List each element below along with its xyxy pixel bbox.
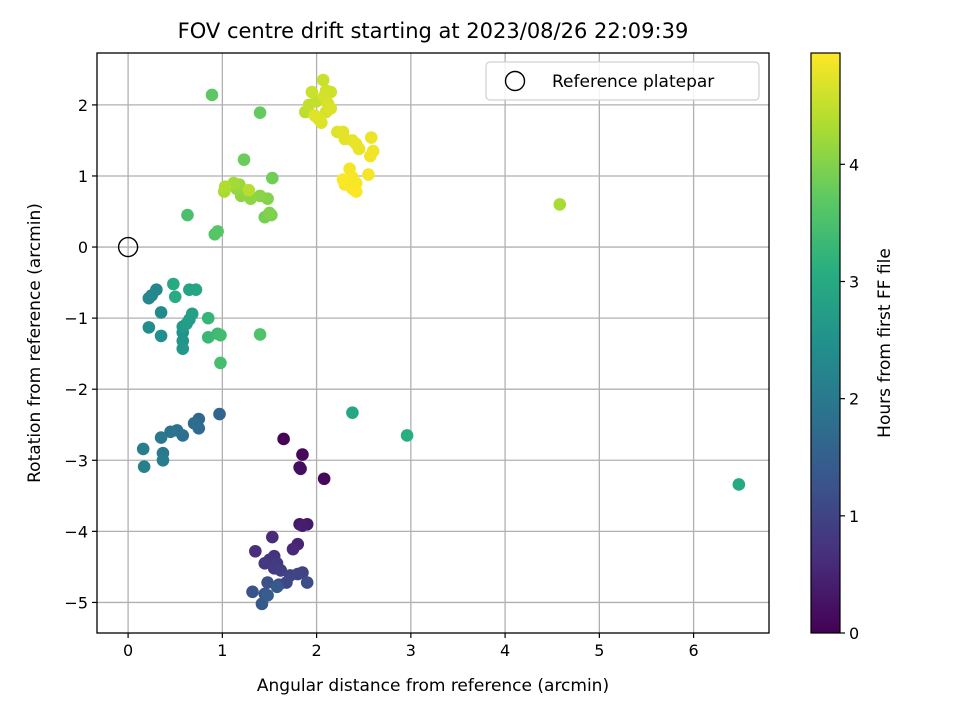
- legend: Reference platepar: [485, 61, 760, 101]
- data-point-43: [150, 283, 163, 296]
- y-tick-label-4: −1: [64, 309, 88, 328]
- data-point-118: [336, 173, 350, 186]
- colorbar-tick-label-2: 2: [849, 390, 859, 409]
- data-point-70: [181, 208, 194, 222]
- y-tick-label-3: −2: [64, 380, 88, 399]
- x-tick-label-3: 3: [406, 641, 416, 660]
- reference-platepar-point: [117, 236, 139, 258]
- data-point-99: [324, 102, 338, 115]
- data-point-45: [154, 306, 168, 319]
- data-point-93: [316, 73, 330, 87]
- data-point-33: [187, 417, 201, 430]
- reference-marker: [117, 236, 139, 258]
- data-point-67: [253, 328, 267, 341]
- x-tick-label-2: 2: [312, 641, 322, 660]
- data-point-41: [137, 460, 151, 473]
- chart-title: FOV centre drift starting at 2023/08/26 …: [178, 19, 689, 43]
- grid-lines: [97, 53, 769, 633]
- x-tick-label-5: 5: [594, 641, 604, 660]
- data-point-23: [300, 576, 314, 589]
- data-point-7: [296, 519, 309, 532]
- data-point-47: [154, 329, 168, 343]
- y-tick-label-7: 2: [78, 96, 88, 115]
- data-point-17: [274, 564, 288, 577]
- x-tick-label-4: 4: [500, 641, 510, 660]
- data-point-25: [246, 585, 259, 599]
- data-point-74: [266, 171, 279, 185]
- x-tick-label-1: 1: [217, 641, 227, 660]
- data-point-44: [142, 291, 156, 305]
- colorbar-tick-label-0: 0: [849, 624, 859, 643]
- data-point-0: [277, 432, 290, 446]
- data-point-66: [214, 356, 227, 370]
- colorbar-label: Hours from first FF file: [875, 248, 895, 438]
- data-point-113: [362, 168, 375, 181]
- colorbar-ticks: 0 1 2 3 4: [840, 155, 859, 643]
- data-point-40: [136, 442, 150, 456]
- x-tick-label-6: 6: [689, 641, 699, 660]
- x-axis-label: Angular distance from reference (arcmin): [257, 676, 609, 696]
- data-point-39: [156, 453, 170, 467]
- data-point-3: [294, 462, 307, 476]
- data-point-61: [732, 478, 746, 491]
- data-point-36: [164, 425, 177, 439]
- data-point-10: [266, 530, 279, 544]
- data-point-28: [270, 580, 284, 594]
- data-point-108: [352, 142, 366, 156]
- data-point-87: [242, 183, 256, 197]
- data-point-73: [237, 153, 251, 166]
- data-point-62: [201, 311, 215, 325]
- y-tick-label-1: −4: [64, 522, 88, 541]
- legend-box: [485, 61, 760, 101]
- data-point-77: [263, 206, 276, 220]
- colorbar-tick-label-3: 3: [849, 272, 859, 291]
- data-point-54: [185, 307, 199, 321]
- data-point-72: [253, 106, 267, 120]
- data-point-88: [553, 198, 567, 211]
- y-tick-label-5: 0: [78, 238, 88, 257]
- data-point-102: [308, 109, 322, 122]
- y-tick-label-6: 1: [78, 167, 88, 186]
- data-point-65: [214, 328, 227, 342]
- data-points: [136, 73, 746, 611]
- data-point-69: [211, 225, 224, 238]
- data-point-15: [258, 557, 272, 570]
- plot-frame: [96, 52, 770, 634]
- colorbar-gradient: [810, 52, 841, 634]
- data-point-37: [154, 431, 168, 444]
- data-point-29: [261, 589, 274, 602]
- data-point-111: [364, 149, 377, 163]
- colorbar-tick-label-1: 1: [849, 507, 859, 526]
- data-point-46: [142, 321, 156, 334]
- data-point-60: [400, 429, 414, 442]
- y-tick-label-0: −5: [64, 593, 88, 612]
- x-tick-label-0: 0: [123, 641, 133, 660]
- data-point-109: [364, 131, 378, 144]
- data-point-11: [249, 544, 262, 558]
- data-point-92: [305, 85, 319, 99]
- y-axis-label: Rotation from reference (arcmin): [25, 203, 45, 483]
- data-point-1: [296, 448, 309, 461]
- x-axis-ticks: 0 1 2 3 4 5 6: [123, 633, 699, 660]
- data-point-119: [349, 185, 363, 198]
- data-point-24: [261, 576, 274, 589]
- data-point-4: [317, 472, 331, 486]
- legend-marker-open-circle: [504, 70, 526, 92]
- data-point-9: [286, 542, 300, 556]
- legend-label: Reference platepar: [552, 72, 714, 92]
- data-point-56: [189, 283, 203, 296]
- data-point-30: [213, 407, 226, 421]
- data-point-50: [176, 342, 190, 355]
- data-point-71: [205, 88, 219, 102]
- data-point-57: [167, 277, 180, 291]
- data-point-86: [218, 180, 232, 193]
- y-axis-ticks: −5 −4 −3 −2 −1 0 1 2: [64, 96, 97, 612]
- colorbar-tick-label-4: 4: [849, 155, 859, 174]
- y-tick-label-2: −3: [64, 451, 88, 470]
- colorbar: 0 1 2 3 4 Hours from first FF file: [810, 52, 895, 643]
- data-point-58: [168, 290, 182, 304]
- data-point-59: [346, 406, 359, 419]
